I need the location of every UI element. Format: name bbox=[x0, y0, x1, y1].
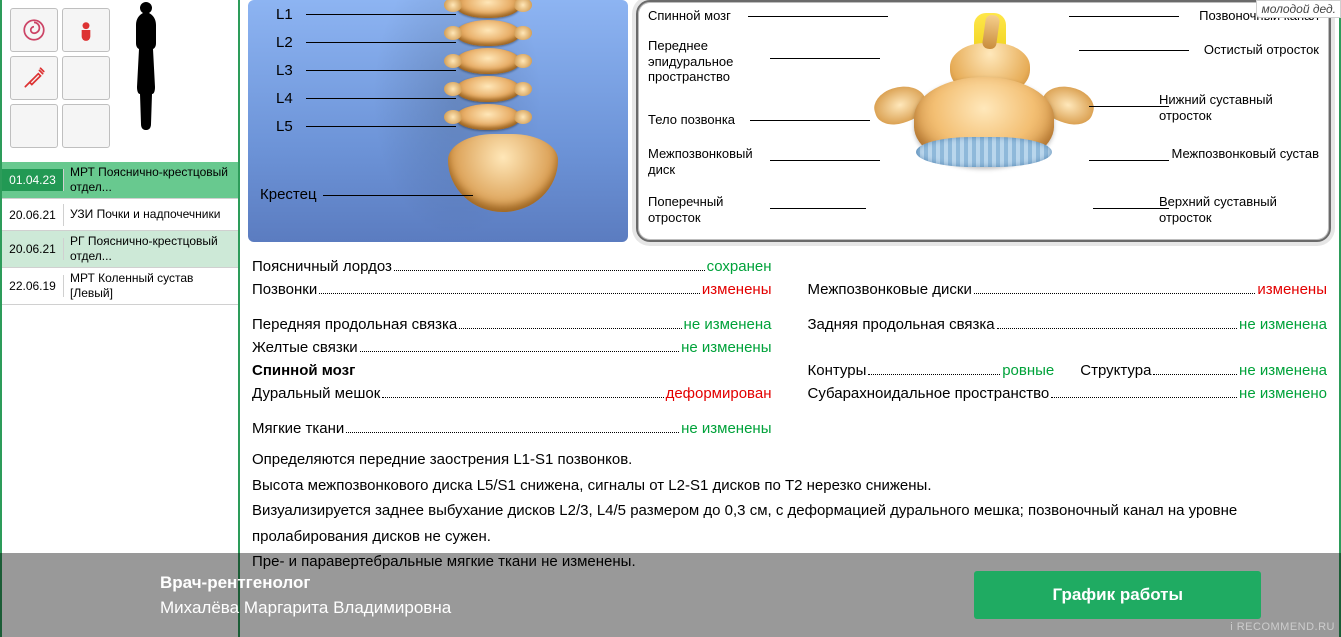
field-value: не изменены bbox=[681, 420, 771, 437]
watermark: i RECOMMEND.RU bbox=[1230, 621, 1335, 633]
field-label: Структура bbox=[1080, 362, 1151, 379]
vertebra-label: L5 bbox=[276, 118, 306, 135]
tool-baby-icon[interactable] bbox=[62, 8, 110, 52]
study-name: МРТ Коленный сустав [Левый] bbox=[64, 268, 238, 304]
vertebra-label: L4 bbox=[276, 90, 306, 107]
field-value: деформирован bbox=[666, 385, 772, 402]
free-text-line: Определяются передние заострения L1-S1 п… bbox=[252, 447, 1327, 473]
sacrum-label: Крестец bbox=[260, 186, 473, 203]
spine-diagram: L1 L2 L3 L4 L5 Крестец bbox=[248, 0, 628, 242]
doctor-overlay: Врач-рентгенолог Михалёва Маргарита Влад… bbox=[0, 553, 1341, 637]
body-silhouette-icon bbox=[126, 0, 166, 132]
diagram-strip: L1 L2 L3 L4 L5 Крестец bbox=[248, 0, 1331, 242]
vertebra-anatomy-diagram: Спинной мозг Переднее эпидуральное прост… bbox=[636, 0, 1331, 242]
field-value: не изменены bbox=[681, 339, 771, 356]
tool-syringe-icon[interactable] bbox=[10, 56, 58, 100]
field-label: Позвонки bbox=[252, 281, 317, 298]
schedule-button[interactable]: График работы bbox=[974, 571, 1261, 619]
study-date: 20.06.21 bbox=[2, 204, 64, 226]
doctor-name: Михалёва Маргарита Владимировна bbox=[160, 595, 451, 621]
field-label: Поясничный лордоз bbox=[252, 258, 392, 275]
tool-embryo-icon[interactable] bbox=[10, 8, 58, 52]
study-date: 20.06.21 bbox=[2, 238, 64, 260]
field-label: Контуры bbox=[808, 362, 867, 379]
report-section: Поясничный лордозсохранен .. Позвонкиизм… bbox=[248, 242, 1331, 575]
field-value: не изменено bbox=[1239, 385, 1327, 402]
anatomy-label: Верхний суставный отросток bbox=[1159, 194, 1319, 225]
field-value: изменены bbox=[1257, 281, 1327, 298]
anatomy-label: Тело позвонка bbox=[648, 112, 735, 128]
study-name: УЗИ Почки и надпочечники bbox=[64, 204, 238, 225]
study-row[interactable]: 01.04.23 МРТ Пояснично-крестцовый отдел.… bbox=[2, 162, 238, 199]
field-label: Субарахноидальное пространство bbox=[808, 385, 1050, 402]
sidebar: 01.04.23 МРТ Пояснично-крестцовый отдел.… bbox=[2, 0, 240, 637]
field-label: Мягкие ткани bbox=[252, 420, 344, 437]
field-value: не изменена bbox=[684, 316, 772, 333]
anatomy-label: Нижний суставный отросток bbox=[1159, 92, 1319, 123]
vertebra-label: L1 bbox=[276, 6, 306, 23]
section-heading: Спинной мозг bbox=[252, 362, 355, 379]
study-date: 22.06.19 bbox=[2, 275, 64, 297]
corner-tag: молодой дед. bbox=[1256, 0, 1341, 18]
field-label: Желтые связки bbox=[252, 339, 358, 356]
field-value: ровные bbox=[1002, 362, 1054, 379]
anatomy-label: Переднее эпидуральное пространство bbox=[648, 38, 778, 85]
free-text-line: Высота межпозвонкового диска L5/S1 сниже… bbox=[252, 473, 1327, 499]
sidebar-top bbox=[2, 0, 238, 156]
anatomy-label: Поперечный отросток bbox=[648, 194, 778, 225]
tool-blank-1[interactable] bbox=[62, 56, 110, 100]
study-row[interactable]: 20.06.21 РГ Пояснично-крестцовый отдел..… bbox=[2, 231, 238, 268]
spine-vertebra-labels: L1 L2 L3 L4 L5 bbox=[276, 0, 456, 140]
field-value: изменены bbox=[702, 281, 772, 298]
study-date: 01.04.23 bbox=[2, 169, 64, 191]
anatomy-label: Спинной мозг bbox=[648, 8, 731, 24]
field-label: Дуральный мешок bbox=[252, 385, 380, 402]
anatomy-label: Остистый отросток bbox=[1204, 42, 1319, 58]
field-label: Передняя продольная связка bbox=[252, 316, 457, 333]
study-list: 01.04.23 МРТ Пояснично-крестцовый отдел.… bbox=[2, 162, 238, 305]
app-root: 01.04.23 МРТ Пояснично-крестцовый отдел.… bbox=[0, 0, 1341, 637]
field-label: Задняя продольная связка bbox=[808, 316, 995, 333]
field-label: Межпозвонковые диски bbox=[808, 281, 972, 298]
vertebra-label: L2 bbox=[276, 34, 306, 51]
main-content: L1 L2 L3 L4 L5 Крестец bbox=[240, 0, 1341, 637]
vertebra-label: L3 bbox=[276, 62, 306, 79]
anatomy-label: Межпозвонковый диск bbox=[648, 146, 778, 177]
tool-blank-2[interactable] bbox=[10, 104, 58, 148]
anatomy-label: Межпозвонковый сустав bbox=[1172, 146, 1320, 162]
tool-blank-3[interactable] bbox=[62, 104, 110, 148]
free-text-line: Визуализируется заднее выбухание дисков … bbox=[252, 498, 1327, 549]
study-row[interactable]: 20.06.21 УЗИ Почки и надпочечники bbox=[2, 199, 238, 231]
study-row[interactable]: 22.06.19 МРТ Коленный сустав [Левый] bbox=[2, 268, 238, 305]
study-name: РГ Пояснично-крестцовый отдел... bbox=[64, 231, 238, 267]
doctor-role: Врач-рентгенолог bbox=[160, 570, 451, 596]
field-value: сохранен bbox=[707, 258, 772, 275]
field-value: не изменена bbox=[1239, 362, 1327, 379]
field-value: не изменена bbox=[1239, 316, 1327, 333]
doctor-info: Врач-рентгенолог Михалёва Маргарита Влад… bbox=[160, 570, 451, 621]
study-name: МРТ Пояснично-крестцовый отдел... bbox=[64, 162, 238, 198]
